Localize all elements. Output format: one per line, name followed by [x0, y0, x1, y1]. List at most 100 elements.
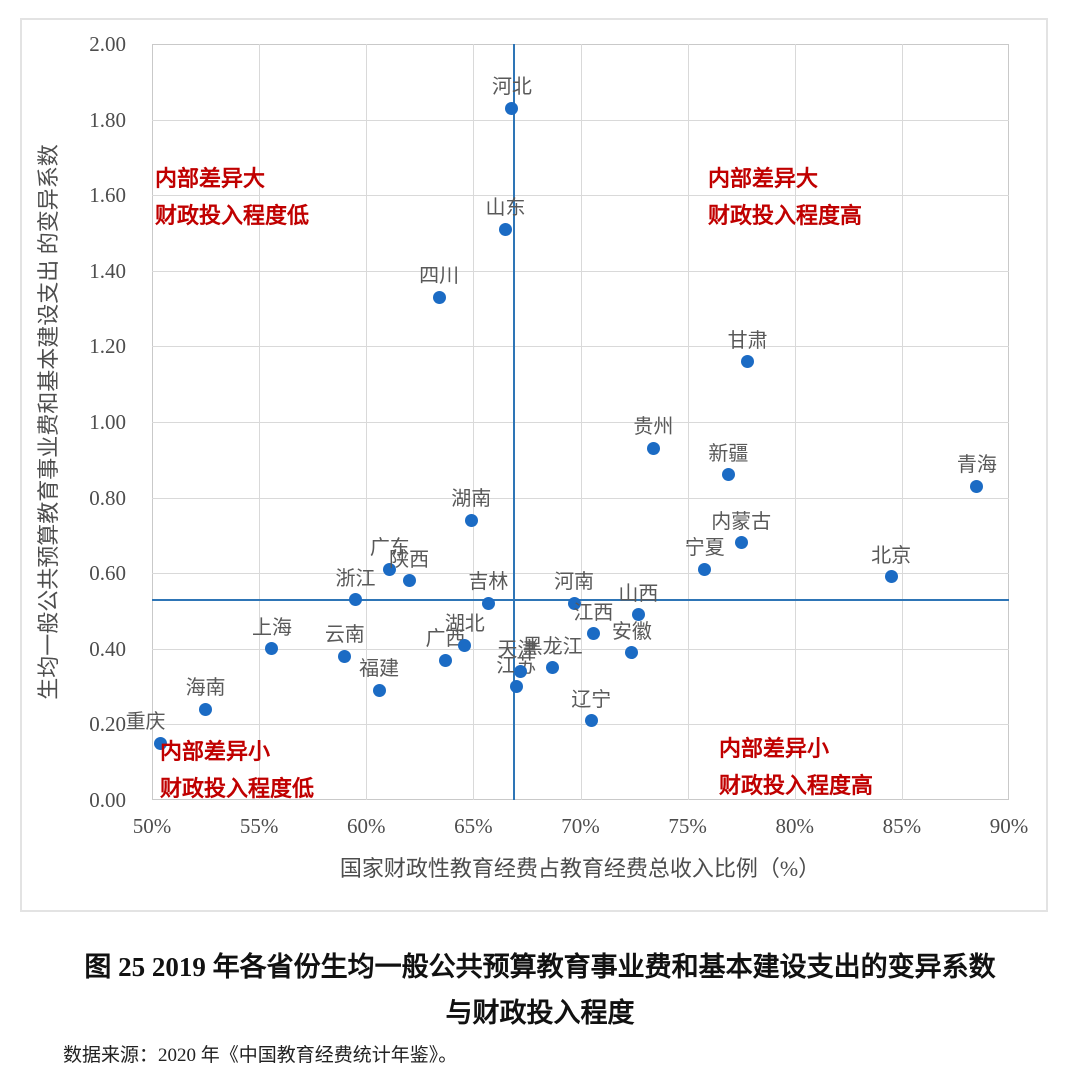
- x-gridline: [473, 44, 475, 800]
- data-point: [586, 627, 600, 641]
- point-label: 山东: [485, 197, 526, 220]
- y-tick-label: 1.80: [89, 107, 126, 132]
- point-label: 吉林: [468, 571, 509, 594]
- x-tick-label: 75%: [668, 814, 707, 838]
- x-tick-label: 55%: [239, 814, 279, 838]
- point-label: 天津: [497, 639, 538, 662]
- quadrant-label-line: 内部差异大: [708, 166, 819, 191]
- point-label: 湖北: [444, 613, 485, 636]
- point-label: 广东: [369, 537, 410, 560]
- figure-caption-line1: 图 25 2019 年各省份生均一般公共预算教育事业费和基本建设支出的变异系数: [84, 952, 996, 982]
- point-label: 河南: [554, 571, 595, 594]
- x-tick-label: 60%: [347, 814, 386, 838]
- y-tick-label: 0.20: [89, 712, 126, 737]
- quadrant-label-top-left: 内部差异大 财政投入程度低: [155, 160, 309, 234]
- point-label: 北京: [871, 544, 912, 567]
- quadrant-label-line: 财政投入程度高: [719, 773, 874, 798]
- x-axis-title: 国家财政性教育经费占教育经费总收入比例（%）: [339, 856, 821, 881]
- x-tick-label: 50%: [132, 814, 172, 838]
- x-tick-label: 85%: [882, 814, 922, 838]
- point-label: 河北: [491, 76, 532, 99]
- data-point: [154, 736, 168, 750]
- data-point: [338, 649, 352, 663]
- data-point: [383, 562, 397, 576]
- point-label: 浙江: [335, 567, 376, 590]
- x-gridline: [259, 44, 261, 800]
- data-point: [631, 608, 645, 622]
- y-tick-label: 1.40: [89, 258, 126, 283]
- data-point: [567, 596, 581, 610]
- data-point: [505, 101, 519, 115]
- data-point: [349, 593, 363, 607]
- quadrant-label-line: 内部差异小: [719, 736, 830, 761]
- y-tick-label: 0.60: [89, 561, 126, 586]
- data-point: [514, 664, 527, 678]
- point-label: 海南: [185, 677, 226, 700]
- point-label: 安徽: [611, 620, 652, 643]
- quadrant-label-line: 财政投入程度低: [160, 776, 315, 801]
- data-point: [464, 513, 478, 527]
- data-point: [432, 290, 446, 304]
- point-label: 四川: [419, 265, 460, 288]
- point-label: 辽宁: [571, 688, 612, 711]
- x-gridline: [687, 44, 689, 800]
- y-tick-label: 0.00: [89, 788, 126, 812]
- data-point: [199, 702, 213, 716]
- point-label: 宁夏: [684, 537, 725, 560]
- point-label: 黑龙江: [522, 635, 583, 658]
- point-label: 福建: [359, 658, 400, 681]
- x-gridline: [794, 44, 796, 800]
- figure-caption: 图 25 2019 年各省份生均一般公共预算教育事业费和基本建设支出的变异系数 …: [0, 944, 1080, 1036]
- quadrant-label-line: 内部差异大: [155, 166, 266, 191]
- point-label: 广西: [425, 628, 466, 651]
- point-label: 贵州: [633, 416, 674, 439]
- point-label: 新疆: [708, 442, 749, 465]
- x-gridline: [366, 44, 368, 800]
- data-point: [481, 596, 495, 610]
- data-point: [372, 683, 386, 697]
- data-point: [265, 642, 279, 656]
- point-label: 山西: [618, 582, 659, 605]
- figure-caption-line2: 与财政投入程度: [445, 998, 635, 1028]
- point-label: 青海: [956, 454, 997, 477]
- y-tick-label: 1.20: [89, 334, 126, 359]
- point-label: 陕西: [389, 548, 430, 571]
- x-tick-label: 70%: [561, 814, 600, 838]
- data-point: [884, 570, 898, 584]
- y-tick-label: 1.00: [89, 410, 126, 434]
- x-gridline: [901, 44, 903, 800]
- point-label: 湖南: [451, 488, 492, 511]
- point-label: 上海: [251, 616, 292, 639]
- horizontal-reference-line: [152, 598, 1009, 601]
- point-label: 内蒙古: [711, 510, 772, 533]
- x-gridline: [580, 44, 582, 800]
- quadrant-label-line: 内部差异小: [160, 739, 271, 764]
- data-point: [458, 638, 472, 652]
- y-tick-label: 0.40: [89, 636, 126, 661]
- vertical-reference-line: [513, 44, 516, 800]
- data-point: [741, 355, 755, 369]
- data-point: [970, 479, 984, 493]
- quadrant-label-bottom-left: 内部差异小 财政投入程度低: [160, 733, 314, 807]
- y-tick-label: 2.00: [89, 32, 126, 56]
- x-tick-label: 90%: [989, 814, 1029, 838]
- data-point: [439, 653, 453, 667]
- data-point: [734, 536, 748, 550]
- point-label: 云南: [324, 624, 365, 647]
- point-label: 重庆: [125, 711, 166, 734]
- quadrant-label-top-right: 内部差异大 财政投入程度高: [708, 160, 862, 234]
- quadrant-label-line: 财政投入程度低: [155, 203, 310, 228]
- data-point: [546, 661, 560, 675]
- quadrant-label-bottom-right: 内部差异小 财政投入程度高: [719, 730, 873, 804]
- data-point: [584, 714, 598, 728]
- x-tick-label: 65%: [454, 814, 493, 838]
- data-point: [646, 441, 660, 455]
- y-tick-label: 0.80: [89, 485, 126, 510]
- data-point: [698, 562, 712, 576]
- data-point: [721, 468, 735, 482]
- y-axis-title: 生均一般公共预算教育事业费和基本建设支出 的变异系数: [36, 144, 61, 700]
- x-tick-label: 80%: [775, 814, 815, 838]
- quadrant-label-line: 财政投入程度高: [708, 203, 863, 228]
- source-note: 数据来源：2020 年《中国教育经费统计年鉴》。: [63, 1045, 458, 1066]
